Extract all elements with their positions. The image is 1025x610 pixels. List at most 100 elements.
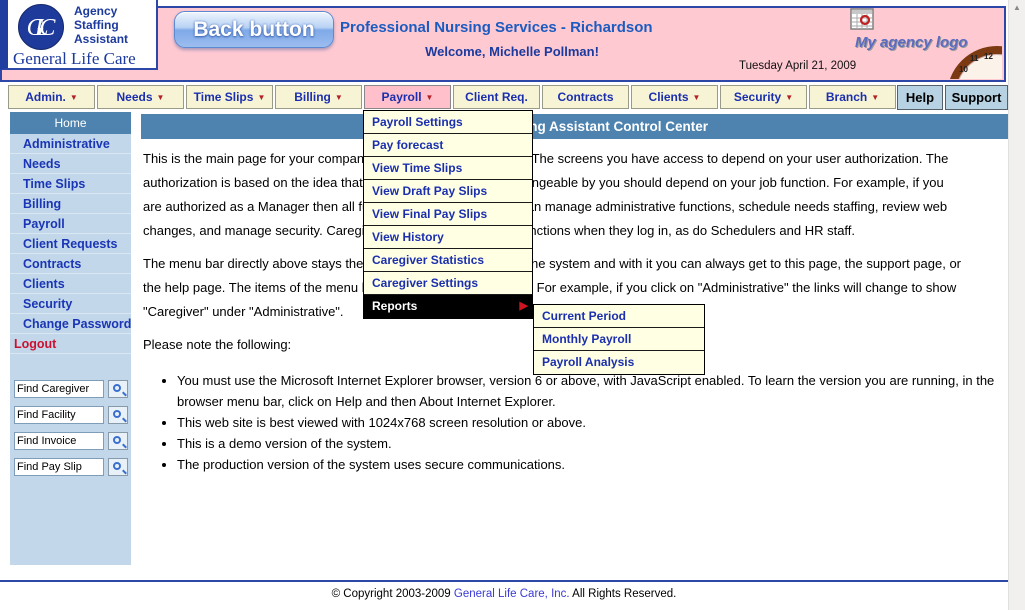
menu-label: Admin. (25, 90, 66, 104)
note-item: This is a demo version of the system. (177, 433, 1010, 454)
company-logo-icon: GLC (18, 4, 64, 50)
content-heading: Agency Staffing Assistant Control Center (141, 114, 1010, 139)
payroll-menu-item-caregiver-statistics[interactable]: Caregiver Statistics (364, 249, 532, 272)
payroll-dropdown-menu: Payroll Settings Pay forecast View Time … (363, 110, 533, 319)
calendar-icon[interactable] (850, 8, 874, 30)
menubar-contracts[interactable]: Contracts (542, 85, 629, 109)
menu-label: Contracts (557, 90, 614, 104)
find-caregiver-row (14, 379, 128, 398)
current-date: Tuesday April 21, 2009 (739, 60, 857, 72)
agency-logo-text: My agency logo (855, 34, 968, 51)
chevron-down-icon: ▼ (257, 93, 266, 102)
paragraph-line: authorization is based on the idea that … (143, 175, 944, 190)
help-button[interactable]: Help (897, 85, 943, 110)
payroll-menu-item-pay-forecast[interactable]: Pay forecast (364, 134, 532, 157)
menu-label: Needs (116, 90, 153, 104)
company-footer-link[interactable]: General Life Care, Inc. (453, 588, 570, 600)
find-facility-row (14, 405, 128, 424)
payroll-menu-item-payroll-settings[interactable]: Payroll Settings (364, 111, 532, 134)
menubar-client-req[interactable]: Client Req. (453, 85, 540, 109)
page-footer: © Copyright 2003-2009 General Life Care,… (0, 580, 1008, 600)
sidebar-item-time-slips[interactable]: Time Slips (10, 174, 131, 194)
vertical-scrollbar[interactable]: ▲ (1008, 0, 1025, 610)
find-caregiver-search-button[interactable] (108, 379, 128, 398)
find-facility-search-button[interactable] (108, 405, 128, 424)
payroll-menu-item-view-time-slips[interactable]: View Time Slips (364, 157, 532, 180)
chevron-down-icon: ▼ (156, 93, 165, 102)
chevron-right-icon: ▶ (519, 300, 528, 312)
note-item: The production version of the system use… (177, 454, 1010, 475)
find-pay-slip-search-button[interactable] (108, 457, 128, 476)
find-caregiver-input[interactable] (14, 379, 104, 398)
sidebar-search-section (10, 379, 131, 476)
payroll-menu-item-reports[interactable]: Reports ▶ (364, 295, 532, 318)
company-logo-block: GLC Agency Staffing Assistant General Li… (0, 0, 158, 70)
chevron-down-icon: ▼ (785, 93, 794, 102)
scroll-up-arrow-icon[interactable]: ▲ (1013, 3, 1021, 12)
sidebar-item-billing[interactable]: Billing (10, 194, 131, 214)
find-invoice-row (14, 431, 128, 450)
menu-label: Time Slips (193, 90, 254, 104)
paragraph-line: changes, and manage security. Caregivers… (143, 223, 856, 238)
menubar-time-slips[interactable]: Time Slips ▼ (186, 85, 273, 109)
search-icon (113, 409, 121, 418)
clock-number: 11 (970, 54, 979, 63)
main-content: Agency Staffing Assistant Control Center… (141, 114, 1010, 475)
company-name: General Life Care (13, 49, 136, 68)
sidebar-item-change-password[interactable]: Change Password (10, 314, 131, 334)
sidebar-item-home[interactable]: Home (10, 112, 131, 134)
menu-label: Reports (372, 299, 418, 313)
paragraph-line: the help page. The items of the menu bar… (143, 280, 957, 295)
sidebar-item-needs[interactable]: Needs (10, 154, 131, 174)
clock-image: 12 11 10 (944, 42, 1002, 79)
copyright-text: All Rights Reserved. (569, 588, 677, 600)
reports-submenu: Current Period Monthly Payroll Payroll A… (533, 304, 705, 375)
find-facility-input[interactable] (14, 405, 104, 424)
main-menu-bar: Admin. ▼ Needs ▼ Time Slips ▼ Billing ▼ Payr… (0, 84, 1008, 111)
sidebar-item-contracts[interactable]: Contracts (10, 254, 131, 274)
menubar-branch[interactable]: Branch ▼ (809, 85, 896, 109)
search-icon (113, 383, 121, 392)
payroll-menu-item-caregiver-settings[interactable]: Caregiver Settings (364, 272, 532, 295)
payroll-menu-item-view-draft-pay-slips[interactable]: View Draft Pay Slips (364, 180, 532, 203)
menu-label: Clients (648, 90, 689, 104)
notes-list: You must use the Microsoft Internet Expl… (141, 370, 1010, 475)
reports-submenu-item-payroll-analysis[interactable]: Payroll Analysis (542, 355, 635, 369)
sidebar-item-client-requests[interactable]: Client Requests (10, 234, 131, 254)
copyright-text: © Copyright 2003-2009 (331, 588, 454, 600)
clock-number: 12 (984, 52, 993, 61)
paragraph-line: "Caregiver" under "Administrative". (143, 304, 344, 319)
chevron-down-icon: ▼ (692, 93, 701, 102)
menubar-clients[interactable]: Clients ▼ (631, 85, 718, 109)
back-button[interactable]: Back button (174, 11, 334, 48)
menubar-admin[interactable]: Admin. ▼ (8, 85, 95, 109)
find-pay-slip-input[interactable] (14, 457, 104, 476)
payroll-menu-item-view-final-pay-slips[interactable]: View Final Pay Slips (364, 203, 532, 226)
menubar-billing[interactable]: Billing ▼ (275, 85, 362, 109)
paragraph-line: are authorized as a Manager then all fun… (143, 199, 948, 214)
menubar-security[interactable]: Security ▼ (720, 85, 807, 109)
note-item: This web site is best viewed with 1024x7… (177, 412, 1010, 433)
reports-submenu-item-monthly-payroll[interactable]: Monthly Payroll (534, 328, 704, 351)
page-header: Back button Professional Nursing Service… (0, 6, 1006, 82)
sidebar-item-clients[interactable]: Clients (10, 274, 131, 294)
sidebar-item-security[interactable]: Security (10, 294, 131, 314)
menubar-needs[interactable]: Needs ▼ (97, 85, 184, 109)
reports-submenu-item-current-period[interactable]: Current Period (534, 305, 704, 328)
menubar-payroll[interactable]: Payroll ▼ (364, 85, 451, 109)
page-title: Professional Nursing Services - Richards… (340, 19, 653, 36)
menu-label: Billing (294, 90, 331, 104)
menu-label: Security (733, 90, 782, 104)
app-name: Agency Staffing Assistant (74, 4, 129, 46)
support-button[interactable]: Support (945, 85, 1008, 110)
sidebar-item-logout[interactable]: Logout (10, 334, 131, 354)
chevron-down-icon: ▼ (425, 93, 434, 102)
find-invoice-search-button[interactable] (108, 431, 128, 450)
sidebar-item-administrative[interactable]: Administrative (10, 134, 131, 154)
payroll-menu-item-view-history[interactable]: View History (364, 226, 532, 249)
find-invoice-input[interactable] (14, 431, 104, 450)
chevron-down-icon: ▼ (334, 93, 343, 102)
sidebar-item-payroll[interactable]: Payroll (10, 214, 131, 234)
search-icon (113, 461, 121, 470)
